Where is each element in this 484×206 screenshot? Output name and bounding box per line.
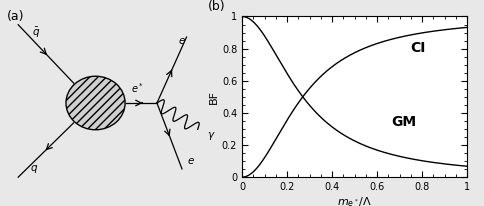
Text: $\bar{q}$: $\bar{q}$ [32, 26, 41, 40]
Circle shape [66, 76, 125, 130]
Text: CI: CI [410, 41, 425, 55]
Text: (a): (a) [7, 10, 24, 23]
Text: $e$: $e$ [187, 156, 195, 166]
Text: $q$: $q$ [30, 163, 38, 175]
X-axis label: $m_{e^*}/\Lambda$: $m_{e^*}/\Lambda$ [337, 195, 372, 206]
Text: (b): (b) [208, 0, 226, 13]
Y-axis label: BF: BF [209, 90, 219, 104]
Circle shape [66, 76, 125, 130]
Text: $e$: $e$ [178, 36, 186, 46]
Text: $\gamma$: $\gamma$ [207, 130, 215, 142]
Text: GM: GM [392, 115, 417, 129]
Text: $e^*$: $e^*$ [131, 82, 144, 95]
